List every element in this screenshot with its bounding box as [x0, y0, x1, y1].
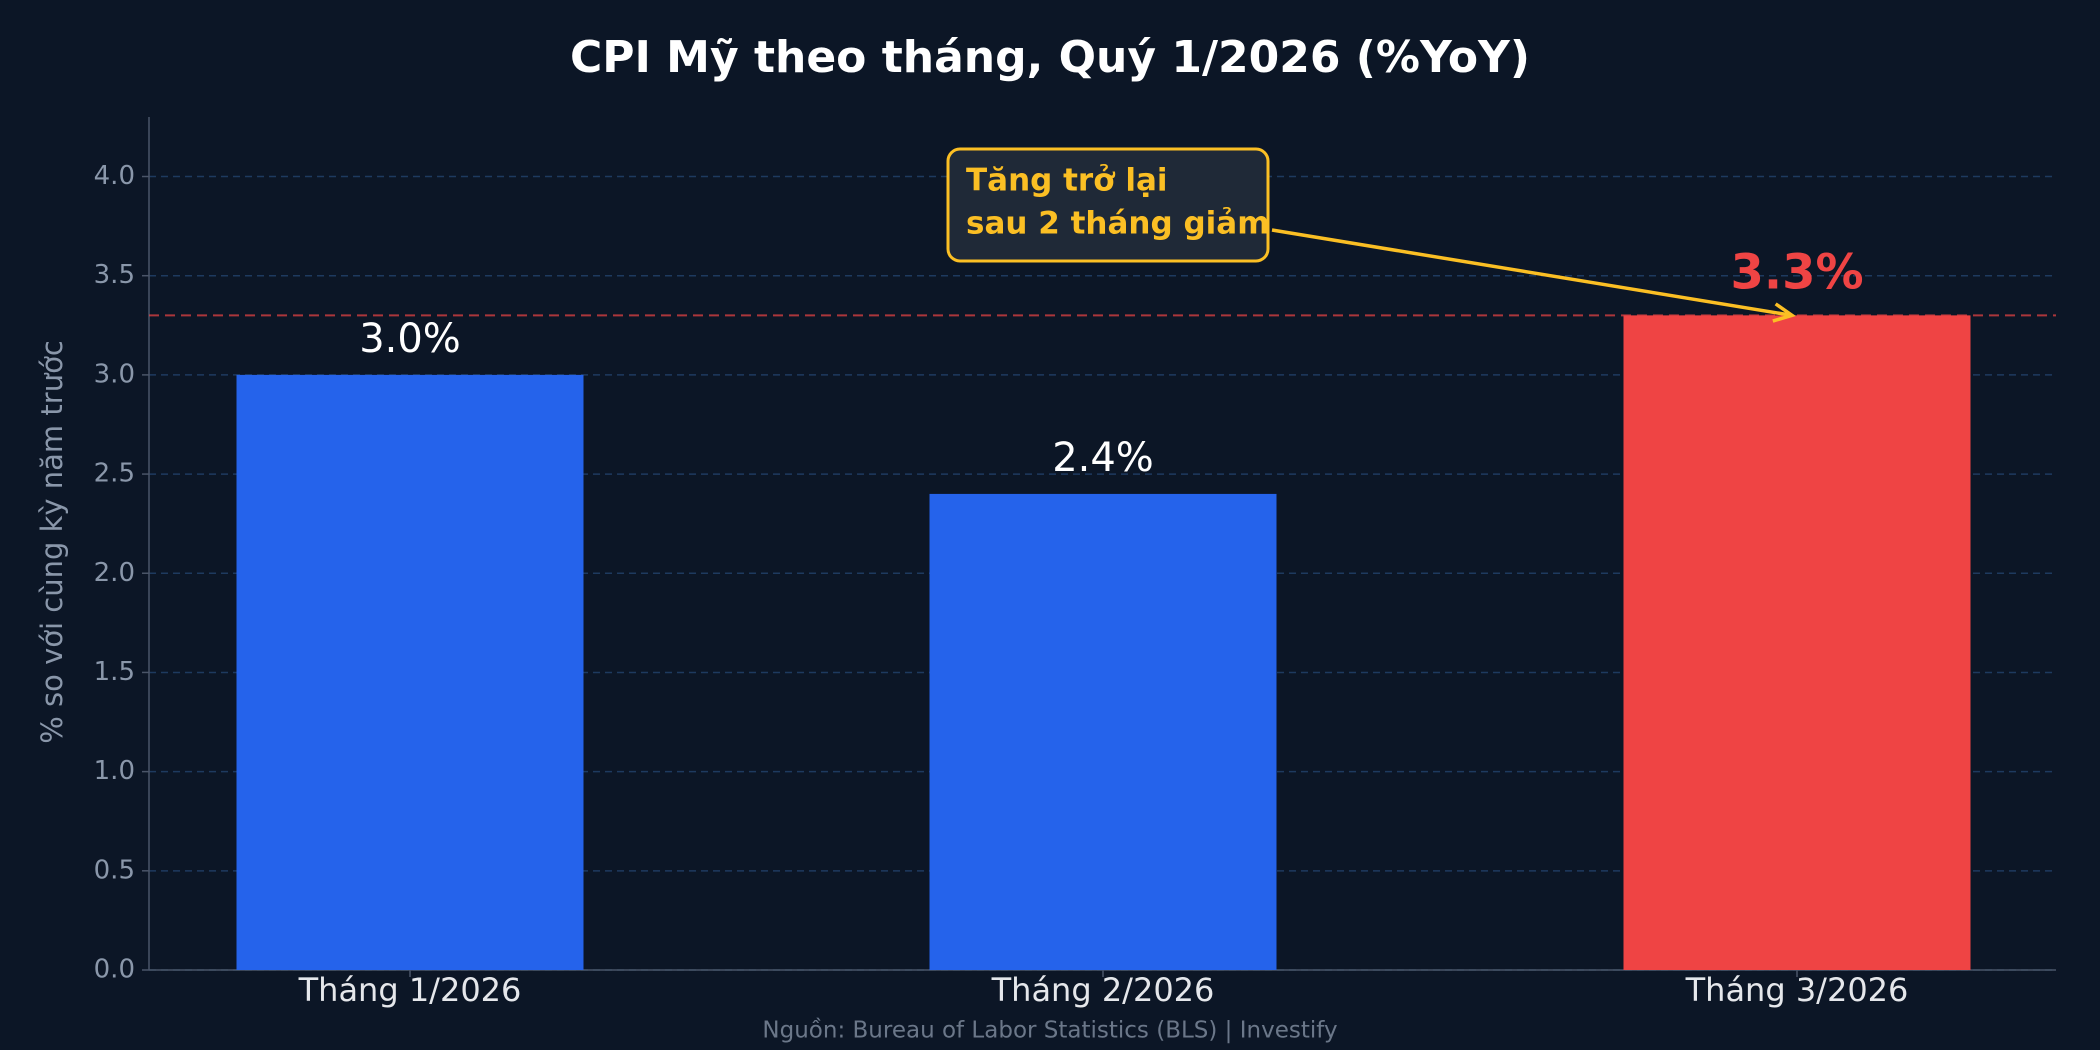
- y-tick-label: 0.0: [94, 955, 135, 985]
- y-tick-label: 3.5: [94, 260, 135, 290]
- x-tick-label: Tháng 2/2026: [991, 971, 1215, 1009]
- y-tick-label: 4.0: [94, 161, 135, 191]
- y-tick-label: 3.0: [94, 359, 135, 389]
- y-tick-label: 2.0: [94, 558, 135, 588]
- x-tick-label: Tháng 1/2026: [298, 971, 522, 1009]
- value-label: 2.4%: [1052, 435, 1154, 481]
- value-label: 3.3%: [1730, 244, 1863, 300]
- y-tick-label: 1.0: [94, 756, 135, 786]
- bar: [236, 374, 584, 970]
- annotation-arrow: [1271, 228, 1793, 318]
- y-tick-label: 2.5: [94, 459, 135, 489]
- y-tick-label: 0.5: [94, 855, 135, 885]
- source: Nguồn: Bureau of Labor Statistics (BLS) …: [762, 1018, 1337, 1044]
- y-tick-label: 1.5: [94, 657, 135, 687]
- x-tick-label: Tháng 3/2026: [1685, 971, 1909, 1009]
- value-label: 3.0%: [359, 316, 461, 362]
- annotation-text: sau 2 tháng giảm: [966, 206, 1270, 242]
- y-axis-label: % so với cùng kỳ năm trước: [35, 340, 69, 744]
- annotation-text: Tăng trở lại: [966, 163, 1168, 199]
- bar: [929, 493, 1277, 970]
- annotation-arrowhead: [1772, 302, 1796, 323]
- bar: [1623, 315, 1971, 971]
- chart-title: CPI Mỹ theo tháng, Quý 1/2026 (%YoY): [570, 32, 1530, 83]
- annotation-box: [946, 147, 1270, 263]
